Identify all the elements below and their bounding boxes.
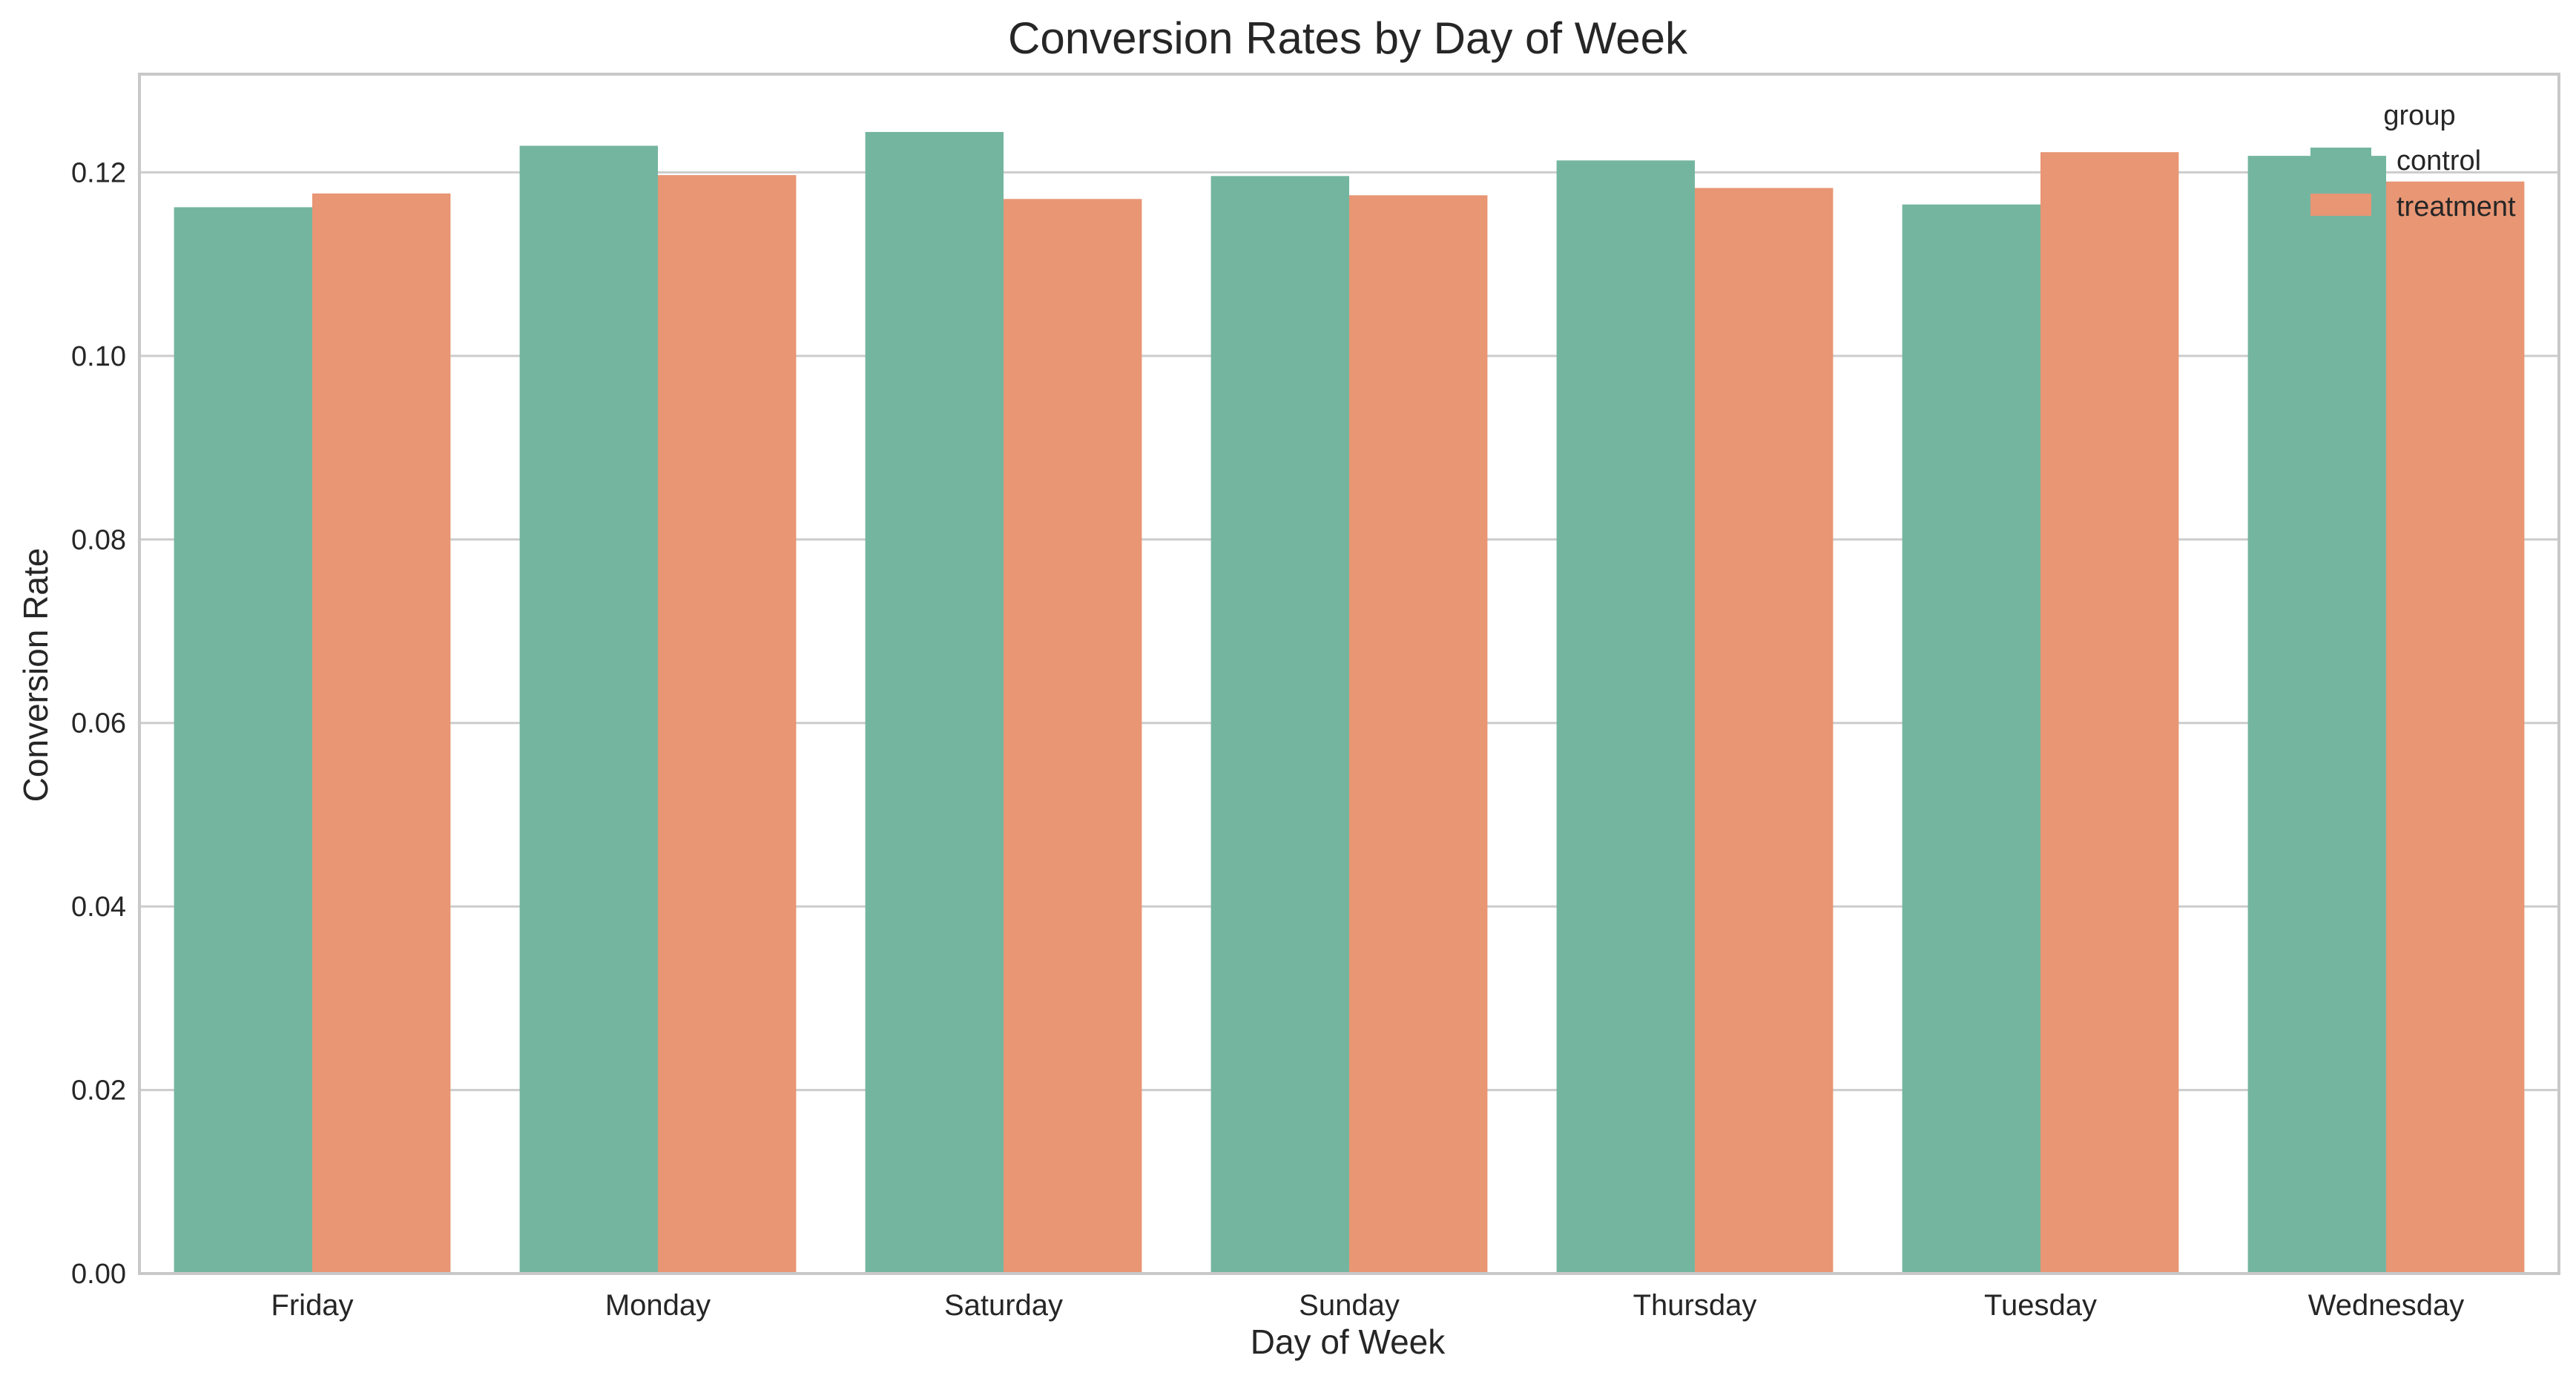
legend-title: group — [2383, 100, 2455, 131]
y-tick-label: 0.08 — [71, 524, 126, 556]
bar-treatment-monday — [658, 175, 797, 1274]
legend: group control treatment — [2310, 100, 2516, 223]
y-tick-label: 0.10 — [71, 341, 126, 372]
x-tick-label: Tuesday — [1984, 1289, 2097, 1322]
y-axis-label: Conversion Rate — [16, 548, 55, 803]
bar-treatment-wednesday — [2386, 181, 2525, 1274]
legend-swatch-control — [2310, 148, 2371, 170]
y-tick-label: 0.00 — [71, 1259, 126, 1290]
bar-treatment-tuesday — [2040, 152, 2179, 1274]
x-tick-label: Friday — [271, 1289, 353, 1322]
legend-swatch-treatment — [2310, 194, 2371, 216]
bar-control-thursday — [1556, 160, 1695, 1274]
y-tick-label: 0.12 — [71, 157, 126, 188]
bar-control-wednesday — [2247, 156, 2386, 1274]
y-tick-label: 0.02 — [71, 1075, 126, 1107]
x-tick-labels: Friday Monday Saturday Sunday Thursday Tuesda… — [271, 1289, 2464, 1322]
bar-treatment-friday — [312, 193, 451, 1274]
y-tick-label: 0.06 — [71, 708, 126, 739]
bar-treatment-sunday — [1349, 195, 1488, 1274]
legend-label-control: control — [2397, 145, 2481, 177]
bar-control-sunday — [1210, 176, 1349, 1274]
bar-treatment-saturday — [1004, 199, 1142, 1274]
bar-control-monday — [519, 145, 658, 1274]
y-tick-label: 0.04 — [71, 892, 126, 923]
x-tick-label: Thursday — [1633, 1289, 1757, 1322]
plot-frame — [138, 73, 2560, 1275]
x-axis-label: Day of Week — [1251, 1322, 1446, 1361]
bar-control-tuesday — [1902, 204, 2040, 1274]
x-tick-label: Sunday — [1299, 1289, 1400, 1322]
legend-label-treatment: treatment — [2397, 191, 2516, 223]
x-tick-label: Saturday — [944, 1289, 1063, 1322]
x-tick-label: Wednesday — [2308, 1289, 2465, 1322]
bars — [174, 131, 2525, 1274]
bar-control-friday — [174, 207, 312, 1274]
y-tick-labels: 0.00 0.02 0.04 0.06 0.08 0.10 0.12 — [71, 157, 126, 1290]
bar-control-saturday — [865, 131, 1004, 1274]
bar-treatment-thursday — [1695, 188, 1834, 1274]
chart-title: Conversion Rates by Day of Week — [1008, 13, 1688, 63]
x-tick-label: Monday — [605, 1289, 711, 1322]
